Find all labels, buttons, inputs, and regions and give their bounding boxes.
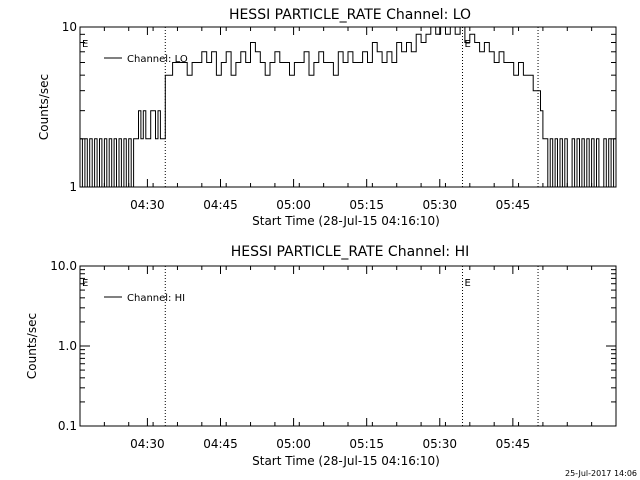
y-tick-label: 0.1 [58, 419, 77, 433]
eclipse-marker-label: E [465, 39, 471, 50]
y-ticks-lo: 1 10 [62, 20, 616, 194]
y-axis-label-lo: Counts/sec [37, 74, 51, 140]
y-tick-label: 1.0 [58, 339, 77, 353]
series-line-lo [80, 26, 617, 188]
x-axis-label-hi: Start Time (28-Jul-15 04:16:10) [252, 454, 440, 468]
y-tick-label: 10 [62, 20, 77, 34]
chart-title-hi: HESSI PARTICLE_RATE Channel: HI [231, 244, 469, 260]
series-group-lo [80, 26, 617, 188]
x-tick-label: 05:00 [276, 198, 311, 212]
x-tick-label: 05:00 [276, 437, 311, 451]
chart-title-lo: HESSI PARTICLE_RATE Channel: LO [229, 7, 471, 23]
x-tick-label: 04:30 [130, 198, 165, 212]
x-ticks-hi: 04:30 04:45 05:00 05:15 05:30 05:45 [79, 266, 617, 451]
panel-hi: HESSI PARTICLE_RATE Channel: HI Counts/s… [25, 244, 617, 468]
plot-frame-hi [79, 265, 617, 427]
eclipse-marker-label: E [82, 278, 88, 289]
x-ticks-lo: 04:30 04:45 05:00 05:15 05:30 05:45 [79, 27, 617, 212]
x-tick-label: 05:45 [496, 198, 531, 212]
x-axis-label-lo: Start Time (28-Jul-15 04:16:10) [252, 214, 440, 228]
y-ticks-hi: 0.1 1.0 10.0 [50, 259, 616, 433]
y-axis-label-hi: Counts/sec [25, 313, 39, 379]
footer-timestamp: 25-Jul-2017 14:06 [565, 469, 637, 478]
eclipse-marker-label: E [465, 278, 471, 289]
x-tick-label: 04:30 [130, 437, 165, 451]
x-tick-label: 04:45 [203, 437, 238, 451]
x-tick-label: 05:30 [422, 437, 457, 451]
eclipse-marker-label: E [82, 39, 88, 50]
y-tick-label: 10.0 [50, 259, 77, 273]
x-tick-label: 05:30 [422, 198, 457, 212]
legend-hi: Channel: HI [104, 293, 185, 304]
x-tick-label: 05:15 [349, 437, 384, 451]
x-tick-label: 05:45 [496, 437, 531, 451]
x-tick-label: 05:15 [349, 198, 384, 212]
panel-lo: HESSI PARTICLE_RATE Channel: LO Counts/s… [37, 7, 617, 228]
legend-label-hi: Channel: HI [127, 293, 185, 304]
y-tick-label: 1 [69, 180, 77, 194]
x-tick-label: 04:45 [203, 198, 238, 212]
legend-label-lo: Channel: LO [127, 54, 188, 65]
legend-lo: Channel: LO [104, 54, 188, 65]
plot-frame-lo [79, 26, 617, 188]
